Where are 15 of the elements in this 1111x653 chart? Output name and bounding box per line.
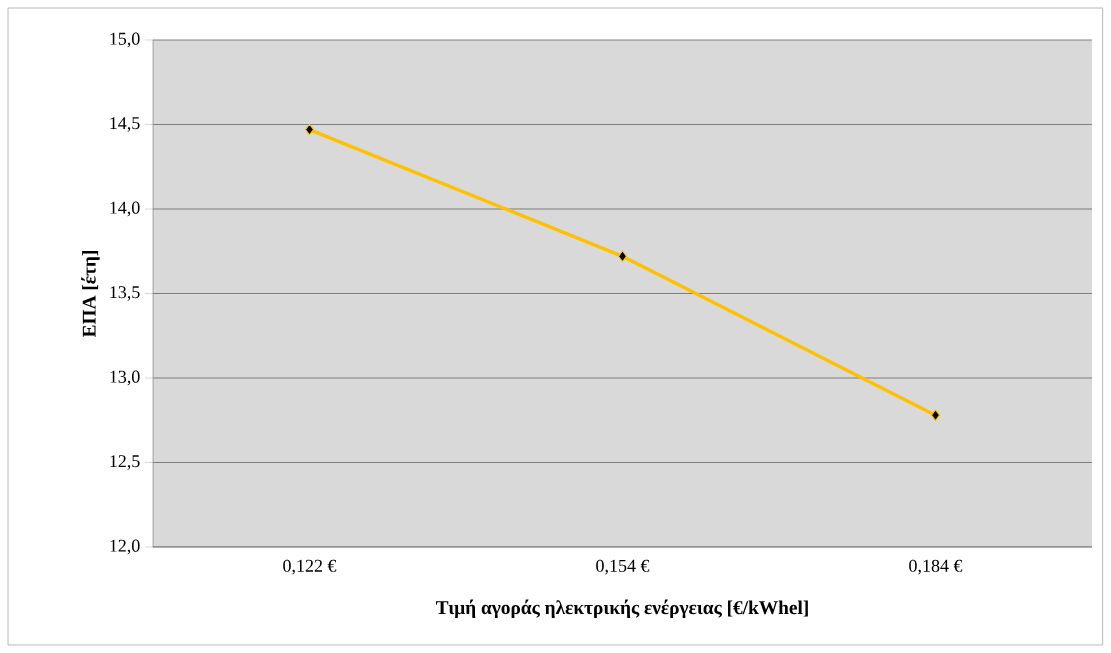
y-tick-label: 14,5	[110, 117, 140, 132]
y-axis-title: ΕΠΑ [έτη]	[81, 251, 100, 338]
y-tick-label: 12,5	[110, 455, 140, 470]
y-tick-label: 13,0	[110, 370, 140, 386]
x-tick-label: 0,122 €	[283, 559, 337, 575]
x-tick-label: 0,184 €	[909, 559, 963, 575]
point	[617, 250, 628, 263]
y-tick-label: 13,5	[110, 286, 140, 301]
y-tick-label: 14,0	[110, 201, 140, 217]
x-axis-title: Τιμή αγοράς ηλεκτρικής ενέργειας [€/kWhel]	[435, 599, 808, 619]
point	[304, 123, 315, 136]
x-tick-label: 0,154 €	[596, 559, 650, 575]
point	[930, 409, 941, 422]
y-tick-label: 12,0	[110, 539, 140, 555]
y-tick-label: 15,0	[110, 32, 140, 48]
